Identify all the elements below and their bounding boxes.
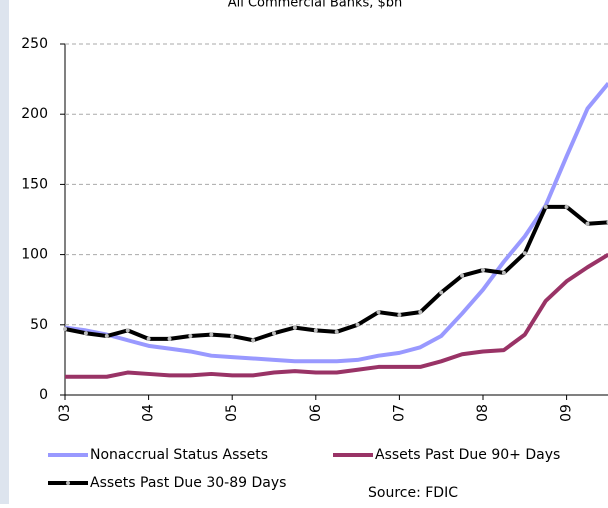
marker <box>460 273 465 278</box>
marker <box>313 328 318 333</box>
marker <box>355 322 360 327</box>
marker <box>418 310 423 315</box>
y-tick-label: 50 <box>30 317 48 333</box>
marker <box>209 332 214 337</box>
marker <box>397 312 402 317</box>
marker <box>83 331 88 336</box>
source: Source: FDIC <box>368 485 458 501</box>
legend-label: Nonaccrual Status Assets <box>90 447 268 463</box>
side-strip <box>0 0 9 504</box>
x-tick-label: 06 <box>308 404 324 422</box>
legend-marker <box>66 481 70 485</box>
marker <box>251 338 256 343</box>
series-line <box>64 82 608 364</box>
y-tick-label: 250 <box>21 36 48 52</box>
marker <box>272 331 276 336</box>
marker <box>188 334 193 339</box>
marker <box>564 204 569 209</box>
marker <box>104 334 109 339</box>
plot <box>63 82 608 379</box>
series-line <box>64 204 608 343</box>
marker <box>522 251 527 256</box>
marker <box>481 268 485 273</box>
marker <box>292 325 297 330</box>
marker <box>376 310 381 315</box>
series-line <box>65 252 608 379</box>
y-tick-label: 100 <box>21 247 48 263</box>
x-tick-label: 05 <box>224 404 240 422</box>
legend-label: Assets Past Due 90+ Days <box>375 447 560 463</box>
marker <box>501 270 506 275</box>
legend-label: Assets Past Due 30-89 Days <box>90 475 286 491</box>
marker <box>585 221 590 226</box>
marker <box>146 336 151 341</box>
y-tick-label: 200 <box>21 106 48 122</box>
x-tick-label: 09 <box>559 404 575 422</box>
x-tick-label: 08 <box>475 404 491 422</box>
marker <box>167 336 172 341</box>
marker <box>439 290 444 295</box>
marker <box>543 204 548 209</box>
marker <box>63 327 67 332</box>
marker <box>334 329 339 334</box>
y-tick-label: 150 <box>21 176 48 192</box>
marker <box>125 328 130 333</box>
x-tick-label: 04 <box>141 404 157 422</box>
marker <box>230 334 235 339</box>
x-tick-label: 07 <box>391 404 407 422</box>
chart-title: All Commercial Banks, $bn <box>228 0 403 11</box>
x-tick-label: 03 <box>57 404 73 422</box>
y-tick-label: 0 <box>39 387 48 403</box>
